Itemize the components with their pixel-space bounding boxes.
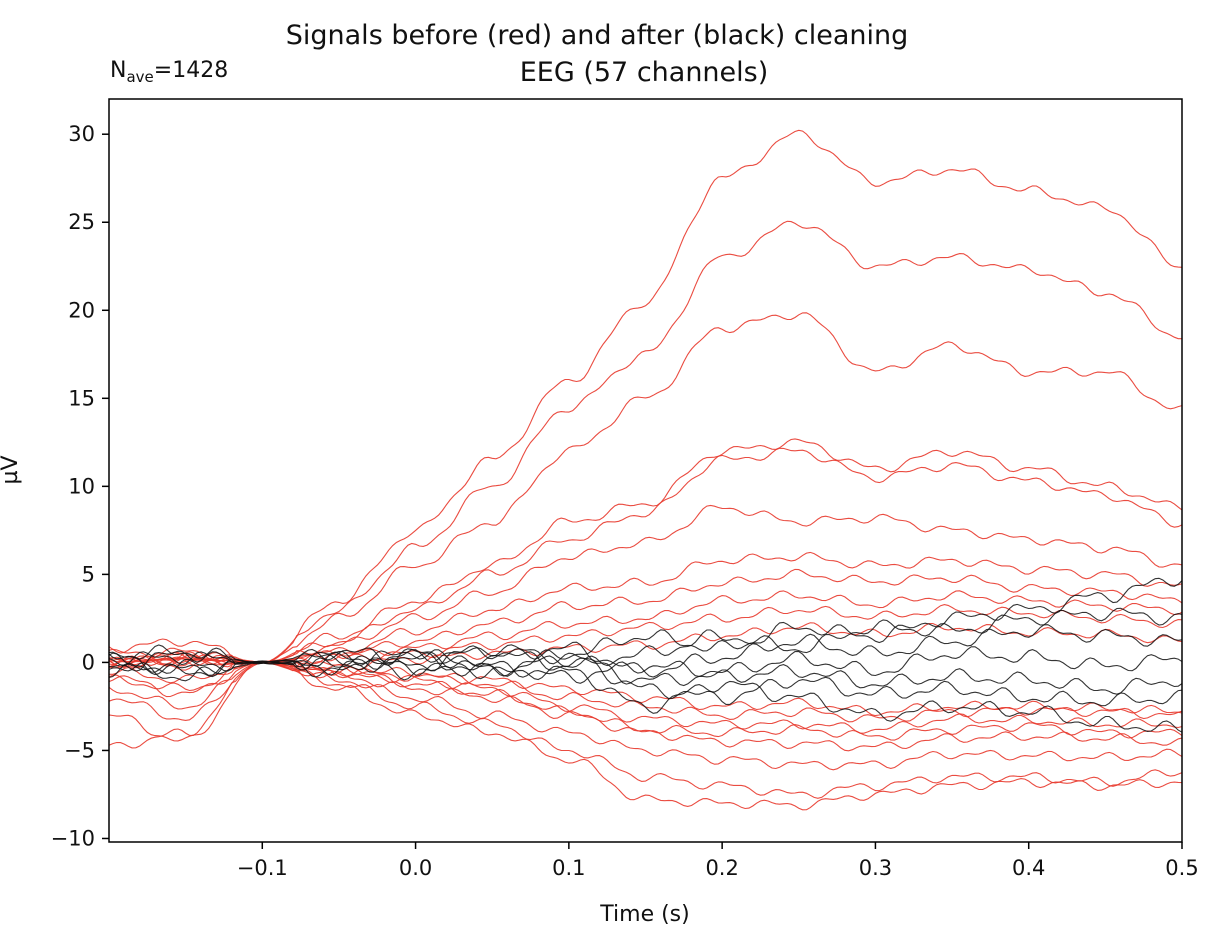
x-tick-label: 0.2: [705, 856, 738, 880]
y-axis-ticks: −10 −5 0 5 10 15 20 25 30: [51, 122, 109, 850]
before-cleaning-line: [109, 504, 1182, 668]
after-cleaning-line: [109, 644, 1182, 707]
chart-title: Signals before (red) and after (black) c…: [286, 20, 909, 51]
before-cleaning-line: [109, 660, 1182, 771]
before-cleaning-line: [109, 661, 1182, 741]
after-cleaning-line: [109, 646, 1182, 684]
y-tick-label: −10: [51, 826, 95, 850]
before-cleaning-line: [109, 312, 1182, 668]
y-tick-label: 15: [68, 386, 95, 410]
y-axis-label: µV: [0, 455, 23, 484]
after-cleaning-line: [109, 648, 1182, 695]
before-cleaning-line: [109, 662, 1182, 811]
nave-subscript: ave: [126, 68, 153, 86]
x-axis-ticks: −0.1 0.0 0.1 0.2 0.3 0.4 0.5: [237, 842, 1199, 880]
y-tick-label: 25: [68, 210, 95, 234]
y-tick-label: 20: [68, 298, 95, 322]
before-cleaning-line: [109, 129, 1182, 666]
series-after: [109, 577, 1182, 733]
before-cleaning-line: [109, 220, 1182, 666]
before-cleaning-line: [109, 551, 1182, 668]
x-tick-label: 0.4: [1012, 856, 1045, 880]
nave-prefix: N: [110, 58, 126, 83]
before-cleaning-line: [109, 638, 1182, 723]
before-cleaning-line: [109, 590, 1182, 664]
y-tick-label: −5: [64, 738, 95, 762]
y-tick-label: 30: [68, 122, 95, 146]
after-cleaning-line: [109, 624, 1182, 678]
before-cleaning-line: [109, 438, 1182, 668]
after-cleaning-line: [109, 649, 1182, 733]
y-tick-label: 10: [68, 474, 95, 498]
x-tick-label: 0.0: [399, 856, 432, 880]
x-tick-label: 0.1: [552, 856, 585, 880]
x-tick-label: −0.1: [237, 856, 288, 880]
x-axis-label: Time (s): [599, 902, 689, 927]
nave-suffix: =1428: [154, 58, 228, 83]
y-tick-label: 0: [82, 650, 95, 674]
after-cleaning-line: [109, 577, 1182, 677]
x-tick-label: 0.5: [1165, 856, 1198, 880]
chart-subtitle: EEG (57 channels): [520, 57, 769, 88]
after-cleaning-line: [109, 607, 1182, 678]
y-tick-label: 5: [82, 562, 95, 586]
nave-annotation: Nave=1428: [110, 58, 228, 86]
x-tick-label: 0.3: [859, 856, 892, 880]
before-cleaning-line: [109, 447, 1182, 666]
plot-frame: [108, 98, 1183, 843]
